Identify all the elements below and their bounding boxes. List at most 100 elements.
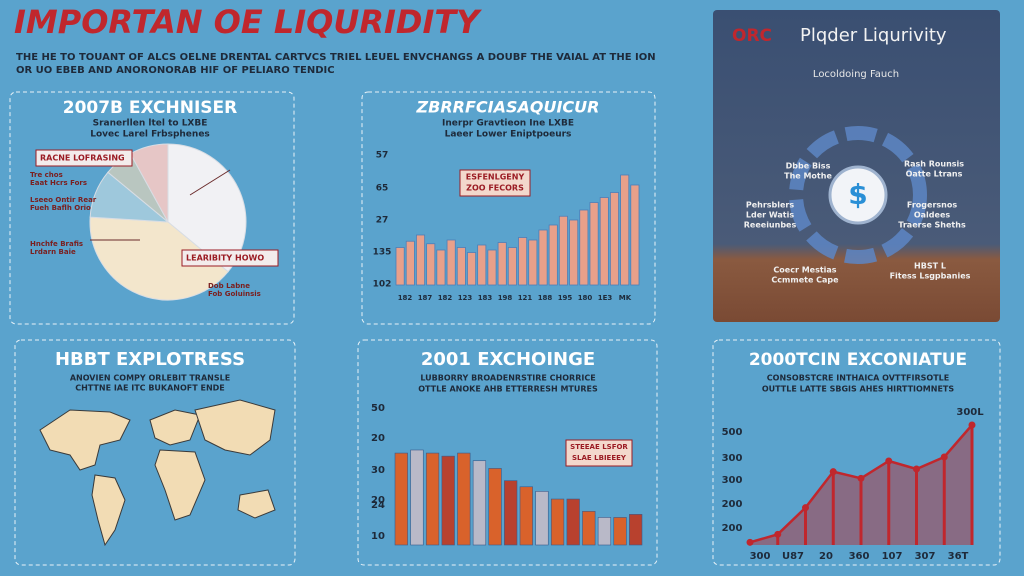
- bar: [613, 517, 627, 546]
- panel-title: ZBRRFCIASAQUICUR: [416, 98, 600, 117]
- bar: [589, 202, 599, 286]
- panel-frame: [9, 91, 295, 325]
- note: 300L: [956, 407, 984, 418]
- y-label: 135: [373, 248, 392, 258]
- bar: [599, 197, 609, 286]
- point: [829, 468, 837, 476]
- brand: ORC: [732, 26, 772, 46]
- note: Fob Goluinsis: [208, 290, 261, 298]
- x-label: 182: [398, 294, 413, 302]
- text-line: Reeeiunbes: [744, 221, 797, 230]
- note: Eaat Hcrs Fors: [30, 179, 87, 187]
- callout-box: [459, 169, 531, 197]
- text-line: ZOO FECORS: [466, 184, 524, 193]
- text-line: SLAE LBIEEEY: [572, 454, 627, 462]
- continent: [91, 474, 126, 547]
- note: Tre chos: [30, 171, 63, 179]
- bar: [405, 240, 415, 286]
- callout: LEARIBITY HOWO: [186, 254, 264, 263]
- text-line: Ccmmete Cape: [771, 276, 839, 285]
- bar: [535, 491, 549, 546]
- panel-frame: [14, 339, 296, 566]
- text-line: Inerpr Gravtieon Ine LXBE: [442, 119, 574, 129]
- text-line: LUBBORRY BROADENRSTIRE CHORRICE: [420, 374, 595, 383]
- bar: [518, 237, 528, 286]
- x-label: 121: [518, 294, 533, 302]
- bar: [507, 247, 517, 286]
- panel-frame: [357, 339, 658, 566]
- bar: [441, 455, 455, 546]
- y-label: 200: [722, 499, 743, 510]
- point: [746, 538, 754, 546]
- x-label: 187: [418, 294, 433, 302]
- bar: [446, 239, 456, 286]
- bar: [487, 249, 497, 286]
- text-line: Lder Watis: [746, 211, 794, 220]
- y-label: 20: [371, 433, 385, 444]
- page-title: IMPORTAN OE LIQURIDITY: [14, 3, 482, 41]
- bar: [609, 192, 619, 286]
- x-label: 182: [438, 294, 453, 302]
- bar: [457, 452, 471, 546]
- text-line: Sranerllen ltel to LXBE: [93, 119, 208, 129]
- panel-frame: [712, 339, 1001, 566]
- text-line: The Mothe: [784, 172, 832, 181]
- panel-frame: [361, 91, 656, 325]
- y-label: 300: [722, 453, 743, 464]
- coin: [828, 165, 888, 225]
- text-line: CHTTNE IAE ITC BUKANOFT ENDE: [75, 384, 225, 393]
- bar: [426, 243, 436, 286]
- bar: [528, 239, 538, 286]
- y-label: 65: [376, 184, 389, 194]
- symbol: $: [848, 178, 867, 211]
- panel-title: 2007B EXCHNISER: [63, 98, 238, 118]
- text-line: Traerse Sheths: [898, 221, 966, 230]
- point: [802, 504, 809, 512]
- continent: [149, 409, 201, 446]
- continent: [194, 399, 276, 456]
- callout-box: [181, 249, 279, 267]
- text-line: ESFENLGENY: [466, 173, 525, 182]
- pointer: [189, 169, 231, 196]
- x-label: 36T: [948, 551, 969, 562]
- text-line: Rash Rounsis: [904, 160, 964, 169]
- bar: [467, 252, 477, 286]
- y-label: 30: [371, 465, 385, 476]
- bar: [394, 452, 408, 546]
- point: [857, 474, 865, 482]
- text-line: Dbbe Biss: [786, 162, 831, 171]
- bar: [548, 224, 558, 286]
- x-label: 20: [819, 551, 833, 562]
- point: [913, 465, 920, 473]
- bar: [436, 249, 446, 286]
- bar: [410, 449, 424, 546]
- x-label: 1E3: [598, 294, 613, 302]
- point: [885, 457, 893, 465]
- bar: [597, 517, 612, 546]
- y-label: 200: [722, 523, 743, 534]
- bar: [416, 234, 426, 286]
- x-label: U87: [782, 551, 804, 562]
- note: Fueh Baflh Orio: [30, 204, 91, 212]
- text-line: Frogersnos: [907, 201, 957, 210]
- bar: [579, 209, 589, 286]
- text-line: OUTTLE LATTE SBGIS AHES HIRTTIOMNETS: [762, 385, 955, 394]
- text-line: HBST L: [914, 262, 946, 271]
- bar: [582, 510, 596, 546]
- continent: [237, 489, 276, 519]
- panel-title: Plqder Liqurivity: [800, 25, 947, 46]
- bar: [566, 498, 580, 546]
- x-label: 183: [478, 294, 493, 302]
- point: [968, 421, 976, 429]
- bar: [519, 486, 533, 546]
- x-label: 123: [458, 294, 473, 302]
- y-label: 300: [722, 475, 743, 486]
- y-label: 57: [376, 151, 389, 161]
- x-label: 198: [498, 294, 513, 302]
- text-line: Coecr Mestias: [773, 266, 836, 275]
- text-line: Laeer Lower Eniptpoeurs: [445, 130, 572, 140]
- text-line: OTTLE ANOKE AHB ETTERRESH MTURES: [418, 385, 598, 394]
- callout: RACNE LOFRASING: [40, 154, 125, 163]
- callout-box: [35, 149, 133, 167]
